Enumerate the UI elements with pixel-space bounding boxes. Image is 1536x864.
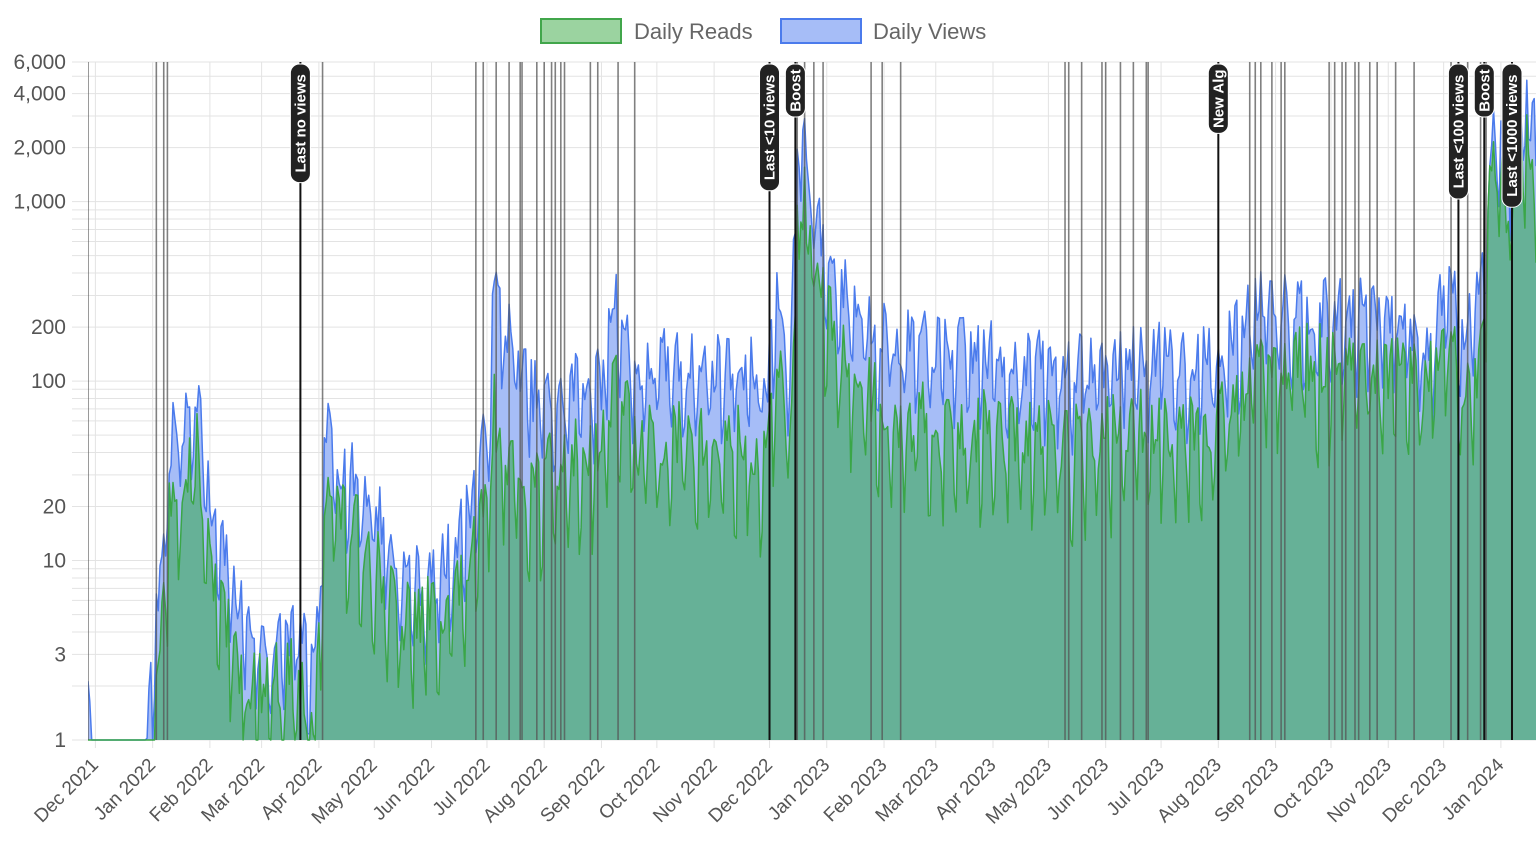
- event-lines: [88, 62, 1487, 740]
- y-tick-label: 200: [31, 316, 66, 339]
- legend-swatch-reads: [540, 18, 622, 44]
- annotation: Last <100 views: [1447, 62, 1469, 740]
- annotation-label: Last no views: [292, 74, 309, 172]
- annotation-pill: [1473, 63, 1495, 118]
- annotation-label: Boost: [1476, 69, 1493, 112]
- y-tick-label: 4,000: [13, 83, 66, 106]
- annotation: Boost: [784, 62, 806, 740]
- y-tick-label: 6,000: [13, 51, 66, 74]
- annotation-pill: [289, 63, 311, 184]
- legend-label-views: Daily Views: [873, 19, 986, 44]
- y-tick-label: 1,000: [13, 191, 66, 214]
- annotation-pill: [1501, 63, 1523, 208]
- x-tick-label: Dec 2021: [31, 755, 103, 827]
- legend: Daily Reads Daily Views: [540, 18, 986, 44]
- annotation: New Alg: [1207, 62, 1229, 740]
- y-axis-ticks: 1 3 10 20 100 200 1,000 2,000 4,000 6,000: [13, 51, 66, 752]
- y-tick-label: 10: [43, 550, 66, 573]
- annotation: Last no views: [289, 62, 311, 740]
- x-tick-label: Jun 2022: [369, 755, 439, 825]
- y-tick-label: 1: [54, 729, 66, 752]
- y-tick-label: 20: [43, 496, 66, 519]
- annotation-label: Last <10 views: [762, 75, 779, 180]
- annotation-pill: [759, 63, 781, 192]
- y-tick-label: 3: [54, 643, 66, 666]
- reads-area: [88, 112, 1536, 741]
- annotation-pill: [784, 63, 806, 118]
- y-tick-label: 100: [31, 370, 66, 393]
- annotation-label: Last <100 views: [1450, 75, 1467, 189]
- annotation-label: Last <1000 views: [1504, 75, 1521, 197]
- annotation-pill: [1447, 63, 1469, 200]
- annotations: Last no views Last <10 views Boost New Alg L…: [289, 62, 1523, 740]
- views-line: [88, 79, 1536, 741]
- legend-label-reads: Daily Reads: [634, 19, 753, 44]
- annotation-label: New Alg: [1210, 69, 1227, 128]
- legend-swatch-views: [780, 18, 862, 44]
- annotation: Boost: [1473, 62, 1495, 740]
- y-tick-label: 2,000: [13, 137, 66, 160]
- annotation-pill: [1207, 63, 1229, 134]
- annotation: Last <10 views: [759, 62, 781, 740]
- reads-line: [88, 112, 1536, 741]
- x-tick-label: Jun 2023: [1043, 755, 1113, 825]
- series-areas: [88, 79, 1536, 741]
- annotation-label: Boost: [787, 69, 804, 112]
- x-tick-label: Jan 2024: [1438, 754, 1508, 824]
- annotation: Last <1000 views: [1501, 62, 1523, 740]
